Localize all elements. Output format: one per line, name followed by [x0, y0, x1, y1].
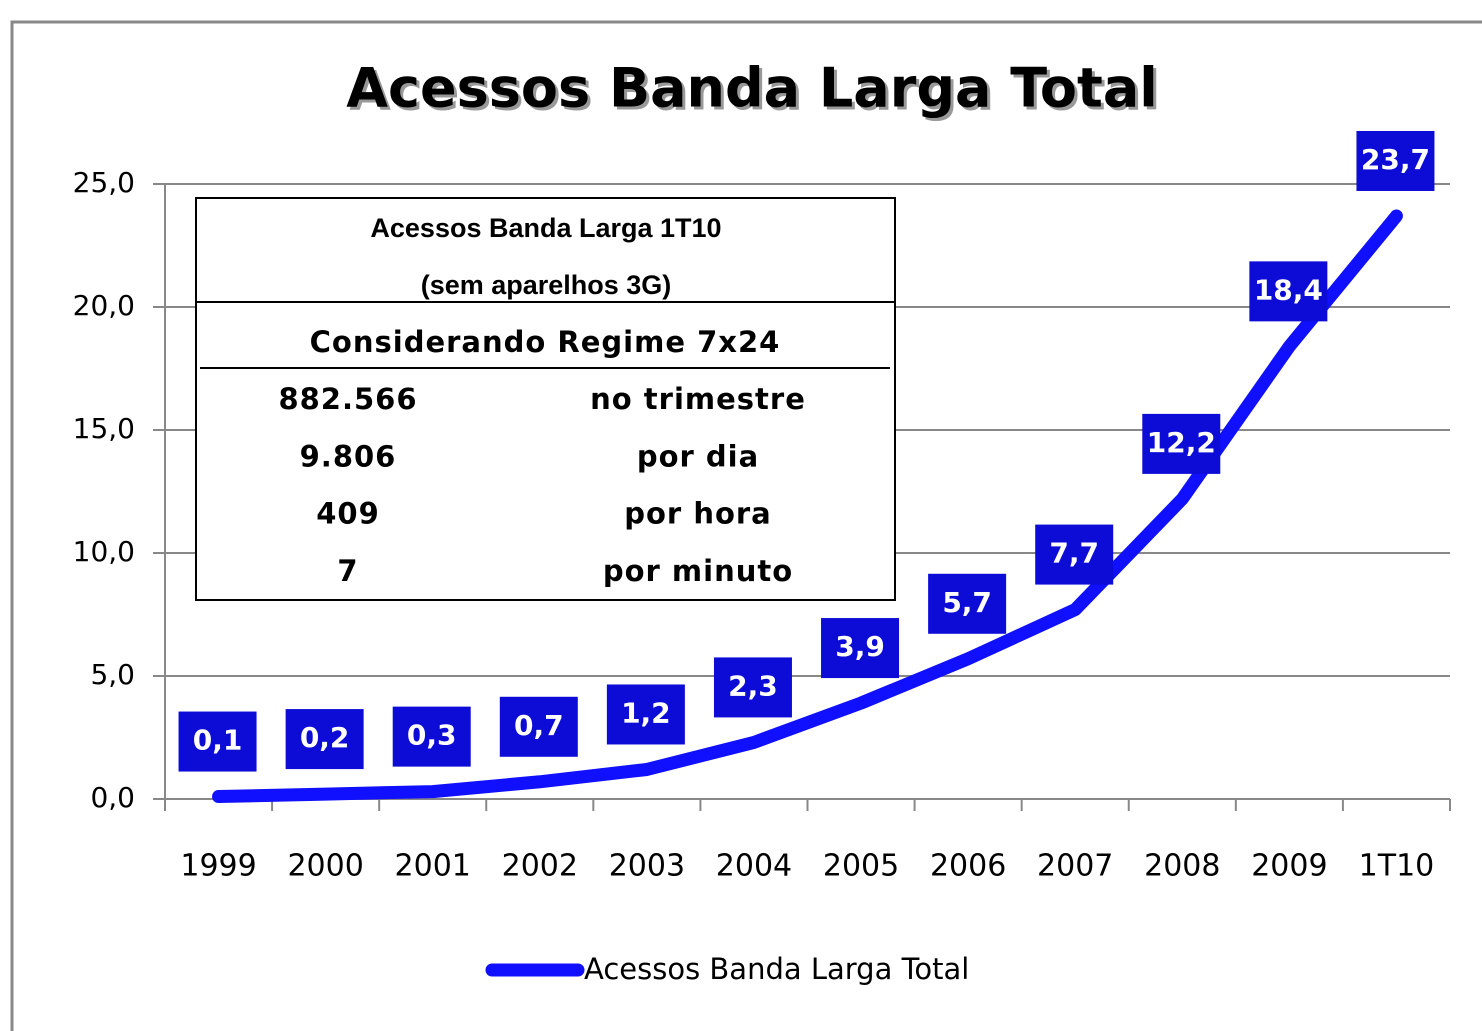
data-label: 3,9 [835, 630, 885, 663]
y-tick-label: 10,0 [73, 535, 135, 568]
data-label-box [1249, 261, 1328, 322]
y-tick-label: 0,0 [90, 781, 135, 814]
chart-title-shadow: Acessos Banda Larga Total [349, 60, 1161, 123]
inset-title: Acessos Banda Larga 1T10 [370, 213, 721, 243]
data-label: 0,7 [514, 709, 564, 742]
data-label: 18,4 [1254, 273, 1323, 306]
data-label: 0,3 [407, 719, 457, 752]
inset-table: Acessos Banda Larga 1T10 (sem aparelhos 3… [195, 197, 896, 601]
inset-cell: 882.566 [278, 382, 417, 416]
inset-subtitle: (sem aparelhos 3G) [421, 270, 672, 300]
inset-cell: no trimestre [590, 382, 806, 416]
x-tick-label: 2007 [1037, 849, 1113, 884]
data-label-box [1356, 130, 1435, 191]
data-label: 12,2 [1147, 426, 1216, 459]
x-tick-label: 2005 [823, 849, 899, 884]
inset-border [195, 197, 896, 601]
inset-header: Considerando Regime 7x24 [310, 325, 781, 359]
data-label: 0,2 [300, 721, 350, 754]
data-label-box [928, 573, 1007, 634]
y-tick-label: 25,0 [73, 166, 135, 199]
y-tick-label: 15,0 [73, 412, 135, 445]
data-label: 7,7 [1049, 537, 1099, 570]
inset-cell: 7 [337, 554, 358, 588]
inset-cell: por dia [637, 439, 759, 473]
chart-title: Acessos Banda Larga Total [346, 57, 1158, 120]
legend-label: Acessos Banda Larga Total [584, 952, 969, 986]
x-tick-label: 2001 [395, 849, 471, 884]
x-tick-label: 2004 [716, 849, 792, 884]
data-label: 23,7 [1361, 143, 1430, 176]
x-tick-label: 2002 [502, 849, 578, 884]
data-label-box [178, 711, 257, 772]
data-label-box [392, 706, 471, 767]
y-tick-label: 20,0 [73, 289, 135, 322]
x-tick-label: 2006 [930, 849, 1006, 884]
data-label-box [1142, 413, 1221, 474]
x-tick-label: 1999 [180, 849, 256, 884]
data-label: 5,7 [942, 586, 992, 619]
inset-cell: por minuto [603, 554, 793, 588]
data-label-box [285, 709, 364, 770]
data-label: 2,3 [728, 669, 778, 702]
data-label: 0,1 [193, 724, 243, 757]
data-label-box [606, 684, 685, 745]
y-tick-label: 5,0 [90, 658, 135, 691]
data-label-box [1035, 524, 1114, 585]
x-tick-label: 2008 [1144, 849, 1220, 884]
data-label-box [499, 696, 578, 757]
x-tick-label: 2000 [287, 849, 363, 884]
inset-cell: por hora [624, 497, 772, 531]
data-label: 1,2 [621, 696, 671, 729]
inset-cell: 409 [316, 497, 380, 531]
x-tick-label: 2003 [609, 849, 685, 884]
inset-cell: 9.806 [300, 439, 397, 473]
x-tick-label: 1T10 [1359, 849, 1435, 884]
data-label-box [713, 657, 792, 718]
x-tick-label: 2009 [1251, 849, 1327, 884]
data-label-box [821, 618, 900, 679]
